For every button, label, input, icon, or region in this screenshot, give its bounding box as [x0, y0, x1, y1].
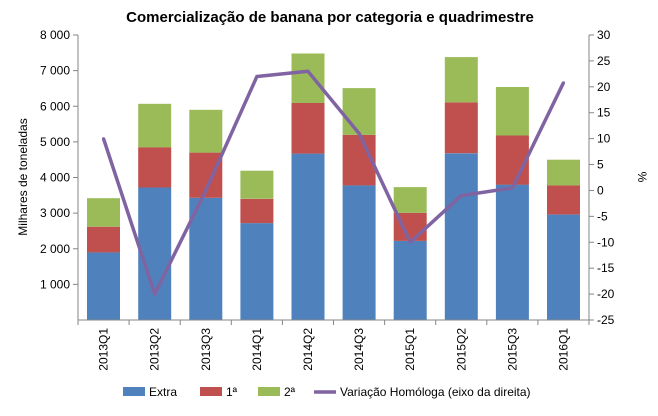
bar-2015Q1-series-2 [393, 187, 427, 213]
y2-tick-label: 30 [597, 28, 611, 42]
bar-2014Q1-series-2 [240, 170, 274, 199]
x-tick-label: 2015Q3 [505, 328, 519, 371]
line-point-2014Q3 [357, 132, 361, 135]
y-tick-label: 7 000 [40, 64, 70, 78]
y-tick-label: 1 000 [40, 277, 70, 291]
bar-2013Q3-series-2 [189, 109, 223, 153]
line-point-2013Q1 [102, 137, 105, 141]
y2-tick-label: 25 [597, 54, 611, 68]
bar-2014Q3-series-2 [342, 88, 376, 135]
legend-label: 2ª [284, 385, 296, 399]
y-tick-label: 4 000 [40, 171, 70, 185]
legend-label: Extra [149, 385, 177, 399]
line-point-2015Q1 [408, 240, 412, 244]
x-tick-label: 2013Q1 [97, 328, 111, 371]
x-tick-label: 2014Q2 [301, 328, 315, 371]
legend: Extra 1ª 2ª Variação Homóloga (eixo da dire… [123, 385, 531, 399]
bar-2015Q1-series-0 [393, 240, 427, 320]
bar-2013Q2-series-1 [138, 147, 172, 188]
bar-2014Q3-series-0 [342, 185, 376, 320]
x-tick-label: 2015Q1 [403, 328, 417, 371]
y-tick-label: 6 000 [40, 99, 70, 113]
line-point-2014Q1 [255, 75, 259, 78]
bar-2016Q1-series-0 [547, 214, 580, 320]
bar-2013Q3-series-0 [189, 197, 223, 320]
line-point-2013Q3 [204, 189, 208, 192]
bar-2014Q2-series-2 [291, 53, 325, 103]
bar-2015Q3-series-1 [495, 135, 529, 185]
bar-2015Q3-series-2 [495, 87, 529, 136]
x-tick-label: 2014Q1 [250, 328, 264, 371]
line-point-2013Q2 [153, 292, 157, 296]
y2-tick-label: -20 [597, 287, 615, 301]
x-tick-label: 2013Q3 [199, 328, 213, 371]
legend-label: 1ª [226, 385, 238, 399]
bar-2013Q2-series-2 [138, 103, 172, 148]
line-point-2016Q1 [562, 81, 565, 85]
bar-2016Q1-series-1 [547, 185, 580, 215]
bar-2015Q3-series-0 [495, 184, 529, 320]
y2-tick-label: 5 [597, 158, 604, 172]
legend-label: Variação Homóloga (eixo da direita) [340, 385, 531, 399]
y2-tick-label: 15 [597, 106, 611, 120]
axes-group: 1 000 2 000 3 000 4 000 5 000 6 000 7 000 8 000… [40, 28, 615, 371]
y-tick-label: 3 000 [40, 206, 70, 220]
y2-tick-label: -15 [597, 261, 615, 275]
y2-tick-label: -5 [597, 209, 608, 223]
y2-tick-label: 10 [597, 132, 611, 146]
bar-2013Q1-series-0 [87, 252, 120, 320]
y-tick-label: 2 000 [40, 242, 70, 256]
x-tick-label: 2014Q3 [352, 328, 366, 371]
y2-tick-label: 0 [597, 183, 604, 197]
bar-2013Q1-series-1 [87, 226, 120, 253]
y2-tick-label: -10 [597, 235, 615, 249]
x-tick-label: 2015Q2 [454, 328, 468, 371]
line-point-2014Q2 [306, 69, 310, 73]
y2-tick-label: -25 [597, 313, 615, 327]
bar-2014Q1-series-0 [240, 223, 274, 320]
y-axis-label: Milhares de toneladas [16, 118, 30, 235]
x-tick-label: 2016Q1 [557, 328, 571, 371]
bar-2014Q1-series-1 [240, 198, 274, 224]
bar-2014Q2-series-1 [291, 103, 325, 154]
chart-title: Comercialização de banana por categoria … [126, 9, 534, 26]
legend-swatch-2 [258, 387, 280, 396]
bar-2015Q2-series-1 [444, 102, 478, 154]
y-tick-label: 8 000 [40, 28, 70, 42]
bar-2013Q2-series-0 [138, 187, 172, 320]
legend-swatch-1 [200, 387, 222, 396]
y-tick-label: 5 000 [40, 135, 70, 149]
legend-swatch-0 [123, 387, 145, 396]
bar-2015Q2-series-2 [444, 57, 478, 103]
y2-axis-label: % [635, 172, 649, 183]
line-series-0 [101, 69, 566, 296]
bar-2015Q2-series-0 [444, 153, 478, 320]
y2-tick-label: 20 [597, 80, 611, 94]
bar-2013Q1-series-2 [87, 198, 120, 227]
line-point-2015Q2 [459, 194, 463, 198]
x-tick-label: 2013Q2 [148, 328, 162, 371]
bar-2014Q2-series-0 [291, 153, 325, 320]
bar-2016Q1-series-2 [547, 159, 580, 186]
line-point-2015Q3 [510, 186, 514, 190]
line-layer [101, 69, 566, 296]
